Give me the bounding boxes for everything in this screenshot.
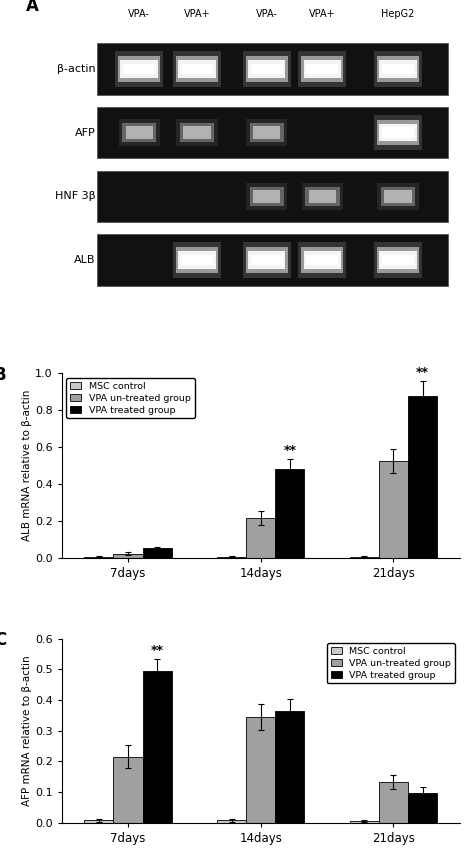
Bar bbox=[377, 183, 419, 210]
Bar bbox=[123, 64, 155, 74]
Bar bbox=[275, 711, 304, 823]
Bar bbox=[379, 461, 408, 558]
Bar bbox=[84, 557, 113, 558]
Text: VPA-: VPA- bbox=[256, 9, 278, 19]
Bar bbox=[382, 127, 414, 138]
Bar bbox=[173, 242, 221, 278]
Bar bbox=[178, 251, 216, 268]
Bar bbox=[217, 820, 246, 823]
Bar bbox=[304, 61, 341, 78]
Text: VPA+: VPA+ bbox=[184, 9, 210, 19]
Bar bbox=[246, 248, 288, 273]
Bar bbox=[248, 61, 285, 78]
Bar bbox=[374, 242, 422, 278]
Bar bbox=[374, 115, 422, 151]
Text: **: ** bbox=[283, 444, 296, 457]
Text: C: C bbox=[0, 631, 6, 650]
Bar bbox=[249, 186, 284, 206]
Bar bbox=[382, 64, 414, 74]
Bar bbox=[377, 120, 419, 145]
Text: B: B bbox=[0, 366, 7, 384]
Bar bbox=[180, 123, 214, 143]
Text: VPA-: VPA- bbox=[128, 9, 150, 19]
Bar bbox=[408, 793, 437, 823]
Bar bbox=[379, 251, 417, 268]
Bar bbox=[374, 51, 422, 87]
Bar bbox=[176, 248, 218, 273]
FancyBboxPatch shape bbox=[98, 43, 448, 94]
Text: β-actin: β-actin bbox=[57, 64, 95, 74]
Bar bbox=[118, 119, 160, 146]
Bar bbox=[377, 56, 419, 81]
FancyBboxPatch shape bbox=[98, 107, 448, 158]
Bar bbox=[246, 183, 287, 210]
Bar bbox=[181, 255, 213, 265]
Bar bbox=[379, 782, 408, 823]
Bar bbox=[173, 51, 221, 87]
Legend: MSC control, VPA un-treated group, VPA treated group: MSC control, VPA un-treated group, VPA t… bbox=[66, 378, 195, 418]
Bar bbox=[304, 251, 341, 268]
Bar bbox=[113, 553, 143, 558]
Y-axis label: AFP mRNA relative to β-actin: AFP mRNA relative to β-actin bbox=[22, 656, 32, 806]
Bar bbox=[408, 397, 437, 558]
Text: ALB: ALB bbox=[74, 255, 95, 265]
Bar bbox=[251, 64, 283, 74]
Bar bbox=[115, 51, 164, 87]
Bar bbox=[246, 119, 287, 146]
Bar bbox=[381, 186, 415, 206]
Bar bbox=[122, 123, 156, 143]
Bar bbox=[249, 123, 284, 143]
Bar bbox=[176, 119, 218, 146]
Bar bbox=[298, 242, 346, 278]
Text: A: A bbox=[26, 0, 39, 16]
Bar bbox=[143, 548, 172, 558]
Bar bbox=[178, 61, 216, 78]
Bar bbox=[243, 51, 291, 87]
Bar bbox=[306, 255, 338, 265]
Bar bbox=[246, 717, 275, 823]
Bar bbox=[253, 126, 281, 139]
Bar bbox=[301, 56, 344, 81]
Bar bbox=[298, 51, 346, 87]
Text: HepG2: HepG2 bbox=[382, 9, 415, 19]
Bar bbox=[126, 126, 153, 139]
Bar bbox=[183, 126, 211, 139]
Bar bbox=[301, 248, 344, 273]
Bar bbox=[113, 757, 143, 823]
Bar bbox=[384, 190, 412, 203]
Text: **: ** bbox=[416, 365, 429, 378]
Bar bbox=[248, 251, 285, 268]
Bar bbox=[251, 255, 283, 265]
Legend: MSC control, VPA un-treated group, VPA treated group: MSC control, VPA un-treated group, VPA t… bbox=[327, 643, 455, 683]
Bar bbox=[379, 124, 417, 141]
Bar bbox=[84, 820, 113, 823]
Bar bbox=[243, 242, 291, 278]
Bar bbox=[309, 190, 336, 203]
Text: HNF 3β: HNF 3β bbox=[55, 191, 95, 201]
Bar bbox=[306, 64, 338, 74]
Bar bbox=[302, 183, 343, 210]
Bar bbox=[350, 821, 379, 823]
Bar bbox=[181, 64, 213, 74]
Bar bbox=[379, 61, 417, 78]
Bar bbox=[253, 190, 281, 203]
Y-axis label: ALB mRNA relative to β-actin: ALB mRNA relative to β-actin bbox=[22, 390, 32, 541]
Text: VPA+: VPA+ bbox=[309, 9, 336, 19]
FancyBboxPatch shape bbox=[98, 234, 448, 286]
Bar bbox=[118, 56, 160, 81]
Bar bbox=[246, 56, 288, 81]
Bar bbox=[217, 557, 246, 558]
Bar bbox=[350, 557, 379, 558]
Bar bbox=[176, 56, 218, 81]
Bar bbox=[143, 671, 172, 823]
Bar bbox=[120, 61, 158, 78]
Text: AFP: AFP bbox=[75, 127, 95, 138]
Bar bbox=[246, 518, 275, 558]
Bar bbox=[377, 248, 419, 273]
Bar bbox=[305, 186, 339, 206]
Bar bbox=[275, 469, 304, 558]
Text: **: ** bbox=[151, 644, 164, 657]
FancyBboxPatch shape bbox=[98, 171, 448, 222]
Bar bbox=[382, 255, 414, 265]
